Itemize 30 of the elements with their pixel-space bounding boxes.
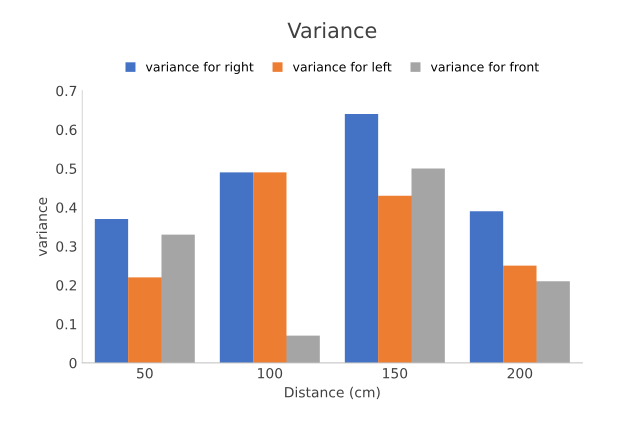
legend-label: variance for right [146, 62, 254, 74]
x-tick-label: 150 [383, 368, 408, 378]
y-tick-label: 0.1 [56, 318, 76, 330]
bar [286, 336, 320, 363]
bar [470, 211, 504, 363]
bar [94, 219, 128, 363]
y-tick-label: 0.5 [56, 163, 76, 174]
x-tick-label: 100 [258, 368, 282, 378]
bar [378, 196, 412, 363]
x-tick-label: 200 [508, 368, 532, 378]
y-tick-label: 0.7 [56, 86, 76, 96]
bar [536, 281, 570, 363]
y-tick-label: 0.4 [56, 202, 77, 213]
legend-label: variance for left [292, 62, 392, 72]
bar [128, 277, 162, 363]
y-tick-label: 0.3 [56, 241, 76, 252]
chart-title: Variance [287, 22, 376, 38]
y-tick-label: 0.6 [56, 124, 77, 136]
bar [412, 168, 445, 363]
bar [344, 114, 378, 363]
bar [220, 172, 254, 363]
legend-label: variance for front [430, 62, 539, 72]
y-tick-label: 0.2 [56, 280, 76, 291]
x-axis-title: Distance (cm) [285, 386, 380, 400]
bar [161, 234, 195, 363]
bar [503, 266, 537, 363]
x-tick-label: 50 [137, 368, 153, 378]
y-tick-label: 0 [70, 358, 77, 368]
y-axis-title: variance [36, 198, 48, 256]
bar [253, 172, 286, 363]
